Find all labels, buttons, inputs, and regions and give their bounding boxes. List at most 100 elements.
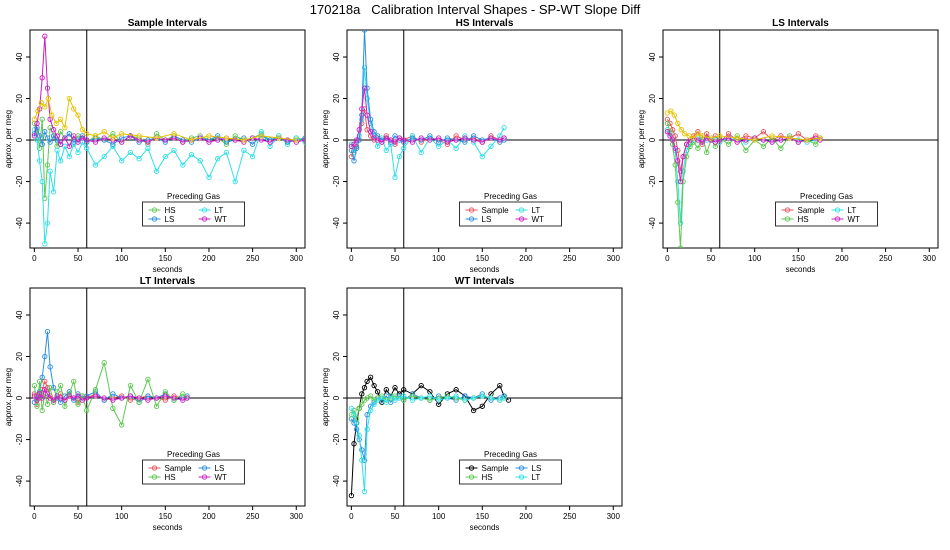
data-point-sample [479,403,485,409]
y-tick-label: 0 [332,137,341,142]
data-point-hs [664,120,671,127]
data-point-lt [371,401,377,407]
y-tick-label: -20 [15,175,24,187]
data-point-wt [778,137,784,143]
legend-label-ls: LS [482,215,492,224]
data-point-lt [418,149,424,156]
x-axis-label: seconds [470,265,500,274]
data-point-wt [31,393,38,399]
data-point-sample [505,397,512,403]
x-tick-label: 150 [159,512,173,521]
data-point-wt [453,137,459,143]
data-point-wt [351,141,357,147]
legend-swatch-point-sample [151,465,158,471]
legend-swatch-point-lt [834,207,841,213]
panel-title: HS Intervals [456,18,514,29]
data-point-wt [127,393,134,399]
data-point-hs [683,153,690,160]
legend-swatch-point-wt [201,474,208,480]
x-tick-label: 100 [115,254,129,263]
data-point-lt [418,395,424,401]
y-tick-label: 40 [15,52,24,61]
x-tick-label: 200 [519,512,533,521]
data-point-wt [695,137,701,143]
series-line-hs [33,119,305,199]
data-point-wt [75,393,81,399]
data-point-other [769,133,775,139]
data-point-other [717,133,723,139]
x-tick-label: 50 [391,512,400,521]
data-point-wt [383,135,389,141]
legend-box [459,201,562,227]
data-point-sample [364,378,370,385]
data-point-wt [667,133,673,139]
panel-hs-intervals: HS Intervals 0 50 100 150 200 250 300 -40 -20 0 20 4… [321,18,623,274]
data-point-wt [92,139,99,145]
data-point-wt [501,135,507,141]
legend-label-sample: Sample [165,464,193,473]
y-tick-label: 40 [332,310,341,319]
data-point-wt [39,75,45,81]
data-point-lt [119,158,125,164]
data-point-lt [436,397,442,403]
data-point-wt [34,397,40,403]
data-point-other [171,131,177,137]
data-point-wt [699,139,705,145]
data-point-ls [361,30,368,33]
panel-title: Sample Intervals [128,18,208,29]
data-point-wt [162,393,168,399]
legend-swatch-point-wt [201,216,208,222]
y-tick-label: -40 [15,475,24,487]
data-point-wt [664,129,671,135]
data-point-lt [66,153,72,160]
data-point-ls [353,426,360,432]
series-line-other [33,96,297,141]
series-layer [348,30,507,181]
data-point-other [53,120,59,127]
data-point-hs [71,378,77,385]
data-point-ls [359,447,365,453]
data-point-sample [760,129,767,135]
legend-label-ls: LS [215,464,225,473]
x-tick-label: 50 [74,254,83,263]
y-tick-label: 0 [648,137,657,142]
data-point-ls [351,158,357,164]
data-point-lt [470,395,477,401]
legend-label-sample: Sample [482,206,510,215]
data-point-lt [180,162,186,168]
data-point-lt [392,174,398,181]
data-point-wt [462,135,468,141]
data-point-hs [672,162,678,168]
data-point-lt [367,407,374,414]
x-axis-label: seconds [786,265,816,274]
legend-box [775,201,878,227]
y-tick-label: 40 [332,52,341,61]
data-point-ls [39,374,45,380]
data-point-lt [54,147,60,154]
legend-label-hs: HS [165,473,176,482]
legend-swatch-point-ls [518,465,525,471]
y-tick-label: 0 [15,395,24,400]
data-point-wt [110,397,116,403]
data-point-wt [356,127,362,133]
legend-label-lt: LT [532,206,541,215]
data-point-wt [34,120,40,127]
x-tick-label: 0 [32,512,37,521]
data-point-lt [361,488,368,495]
data-point-wt [42,387,48,393]
series-line-wt [33,36,305,148]
data-point-sample [453,387,459,393]
legend-label-lt: LT [215,206,224,215]
data-point-lt [501,124,507,131]
data-point-lt [57,158,64,164]
y-tick-label: -20 [15,433,24,445]
data-point-wt [712,139,719,145]
data-point-wt [374,137,381,143]
legend-swatch-point-hs [151,207,158,213]
data-point-sample [367,374,374,380]
data-point-other [708,135,714,141]
data-point-lt [249,153,256,160]
data-point-wt [66,393,72,399]
data-point-wt [418,135,424,141]
